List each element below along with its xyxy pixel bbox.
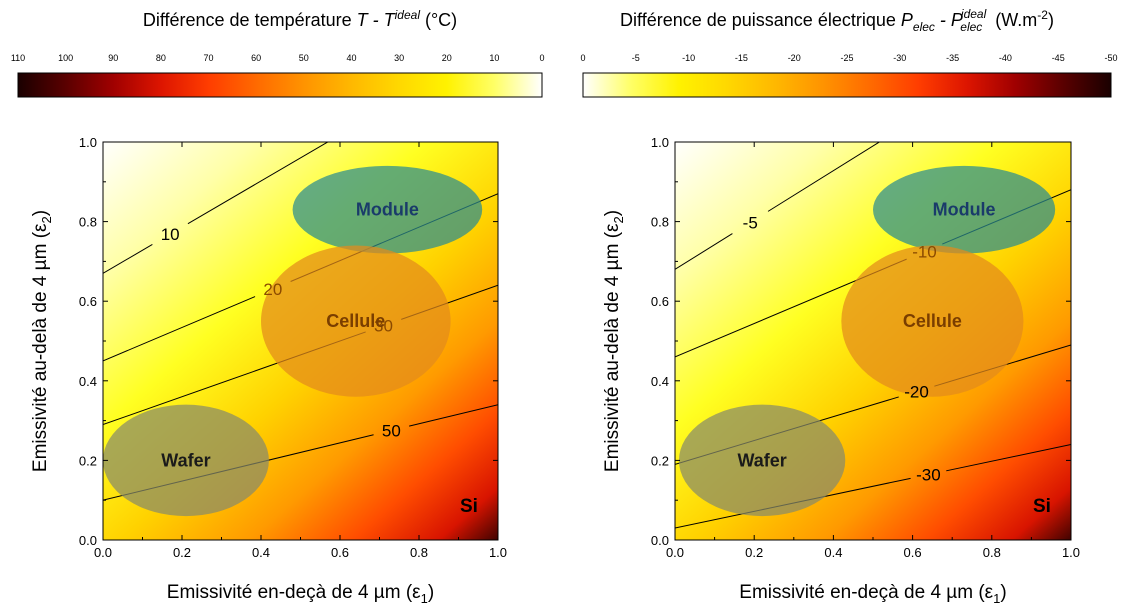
y-tick-label: 0.0 (651, 533, 669, 548)
y-tick-label: 0.0 (79, 533, 97, 548)
colorbar-tick-label: -5 (632, 53, 640, 63)
y-tick-label: 1.0 (651, 135, 669, 150)
contour-label: -20 (904, 383, 929, 402)
plot-content (103, 142, 498, 517)
colorbar-tick-label: -50 (1104, 53, 1117, 63)
plot-content (675, 142, 1071, 529)
region-label-cellule: Cellule (903, 311, 962, 331)
y-tick-label: 1.0 (79, 135, 97, 150)
region-label-module: Module (356, 200, 419, 220)
x-tick-label: 0.4 (252, 545, 270, 560)
y-tick-label: 0.8 (651, 215, 669, 230)
contour-line-20 (103, 296, 256, 362)
x-tick-label: 0.6 (331, 545, 349, 560)
colorbar-tick-label: 0 (580, 53, 585, 63)
y-tick-label: 0.6 (79, 294, 97, 309)
x-tick-label: 0.2 (745, 545, 763, 560)
chart-title: Différence de puissance électrique Pelec… (620, 7, 1054, 34)
region-label-cellule: Cellule (326, 311, 385, 331)
colorbar-tick-label: 70 (204, 53, 214, 63)
colorbar-tick-label: 60 (251, 53, 261, 63)
x-tick-label: 0.0 (666, 545, 684, 560)
colorbar-tick-label: -30 (893, 53, 906, 63)
y-tick-label: 0.6 (651, 294, 669, 309)
material-label: Si (1033, 496, 1051, 517)
region-label-wafer: Wafer (737, 450, 786, 470)
contour-line--5 (675, 233, 733, 270)
x-tick-label: 0.2 (173, 545, 191, 560)
y-tick-label: 0.2 (651, 453, 669, 468)
colorbar-tick-label: -20 (788, 53, 801, 63)
region-label-wafer: Wafer (161, 450, 210, 470)
contour-label: 50 (382, 421, 401, 440)
chart-title: Différence de température T - Tideal (°C… (143, 8, 457, 30)
contour-line-10 (103, 244, 153, 274)
material-label: Si (460, 496, 478, 517)
contour-label: 30 (374, 317, 393, 336)
contour-label: 10 (161, 225, 180, 244)
colorbar-tick-label: -10 (682, 53, 695, 63)
panel-2: Différence de puissance électrique Pelec… (580, 7, 1117, 606)
colorbar-tick-label: 0 (539, 53, 544, 63)
x-tick-label: 1.0 (1062, 545, 1080, 560)
contour-line--5 (767, 142, 881, 212)
region-cellule-ellipse (261, 245, 451, 397)
x-tick-label: 0.0 (94, 545, 112, 560)
contour-label: 20 (263, 280, 282, 299)
colorbar-tick-label: 90 (108, 53, 118, 63)
region-module-ellipse (873, 165, 1056, 254)
colorbar-tick-label: -25 (840, 53, 853, 63)
colorbar-tick-label: 20 (442, 53, 452, 63)
y-axis-label: Emissivité au-delà de 4 µm (ε2) (602, 210, 626, 472)
y-tick-label: 0.4 (79, 374, 97, 389)
x-tick-label: 1.0 (489, 545, 507, 560)
panel-1: Différence de température T - Tideal (°C… (11, 8, 545, 606)
contour-label: -5 (743, 213, 758, 232)
contour-line--30 (946, 443, 1071, 472)
y-tick-label: 0.2 (79, 453, 97, 468)
colorbar-tick-label: 40 (346, 53, 356, 63)
colorbar-tick-label: 50 (299, 53, 309, 63)
colorbar-tick-label: 100 (58, 53, 73, 63)
colorbar-tick-label: -15 (735, 53, 748, 63)
colorbar (17, 72, 543, 98)
colorbar-tick-label: 10 (489, 53, 499, 63)
colorbar-tick-label: -35 (946, 53, 959, 63)
x-tick-label: 0.8 (410, 545, 428, 560)
region-label-module: Module (933, 200, 996, 220)
region-wafer-ellipse (678, 404, 846, 517)
colorbar-tick-label: 80 (156, 53, 166, 63)
y-tick-label: 0.4 (651, 374, 669, 389)
x-tick-label: 0.8 (983, 545, 1001, 560)
contour-label: -10 (912, 243, 937, 262)
y-tick-label: 0.8 (79, 215, 97, 230)
region-cellule-ellipse (841, 245, 1024, 397)
colorbar (582, 72, 1112, 98)
x-axis-label: Emissivité en-deçà de 4 µm (ε1) (739, 582, 1006, 606)
contour-line-10 (187, 142, 329, 225)
colorbar-tick-label: -45 (1052, 53, 1065, 63)
y-axis-label: Emissivité au-delà de 4 µm (ε2) (30, 210, 54, 472)
region-module-ellipse (292, 165, 483, 254)
region-wafer-ellipse (103, 404, 269, 517)
colorbar-tick-label: -40 (999, 53, 1012, 63)
x-tick-label: 0.6 (904, 545, 922, 560)
contour-line-50 (409, 404, 498, 427)
colorbar-tick-label: 110 (11, 53, 25, 63)
contour-label: -30 (916, 466, 941, 485)
x-axis-label: Emissivité en-deçà de 4 µm (ε1) (167, 582, 434, 606)
colorbar-tick-label: 30 (394, 53, 404, 63)
x-tick-label: 0.4 (824, 545, 842, 560)
